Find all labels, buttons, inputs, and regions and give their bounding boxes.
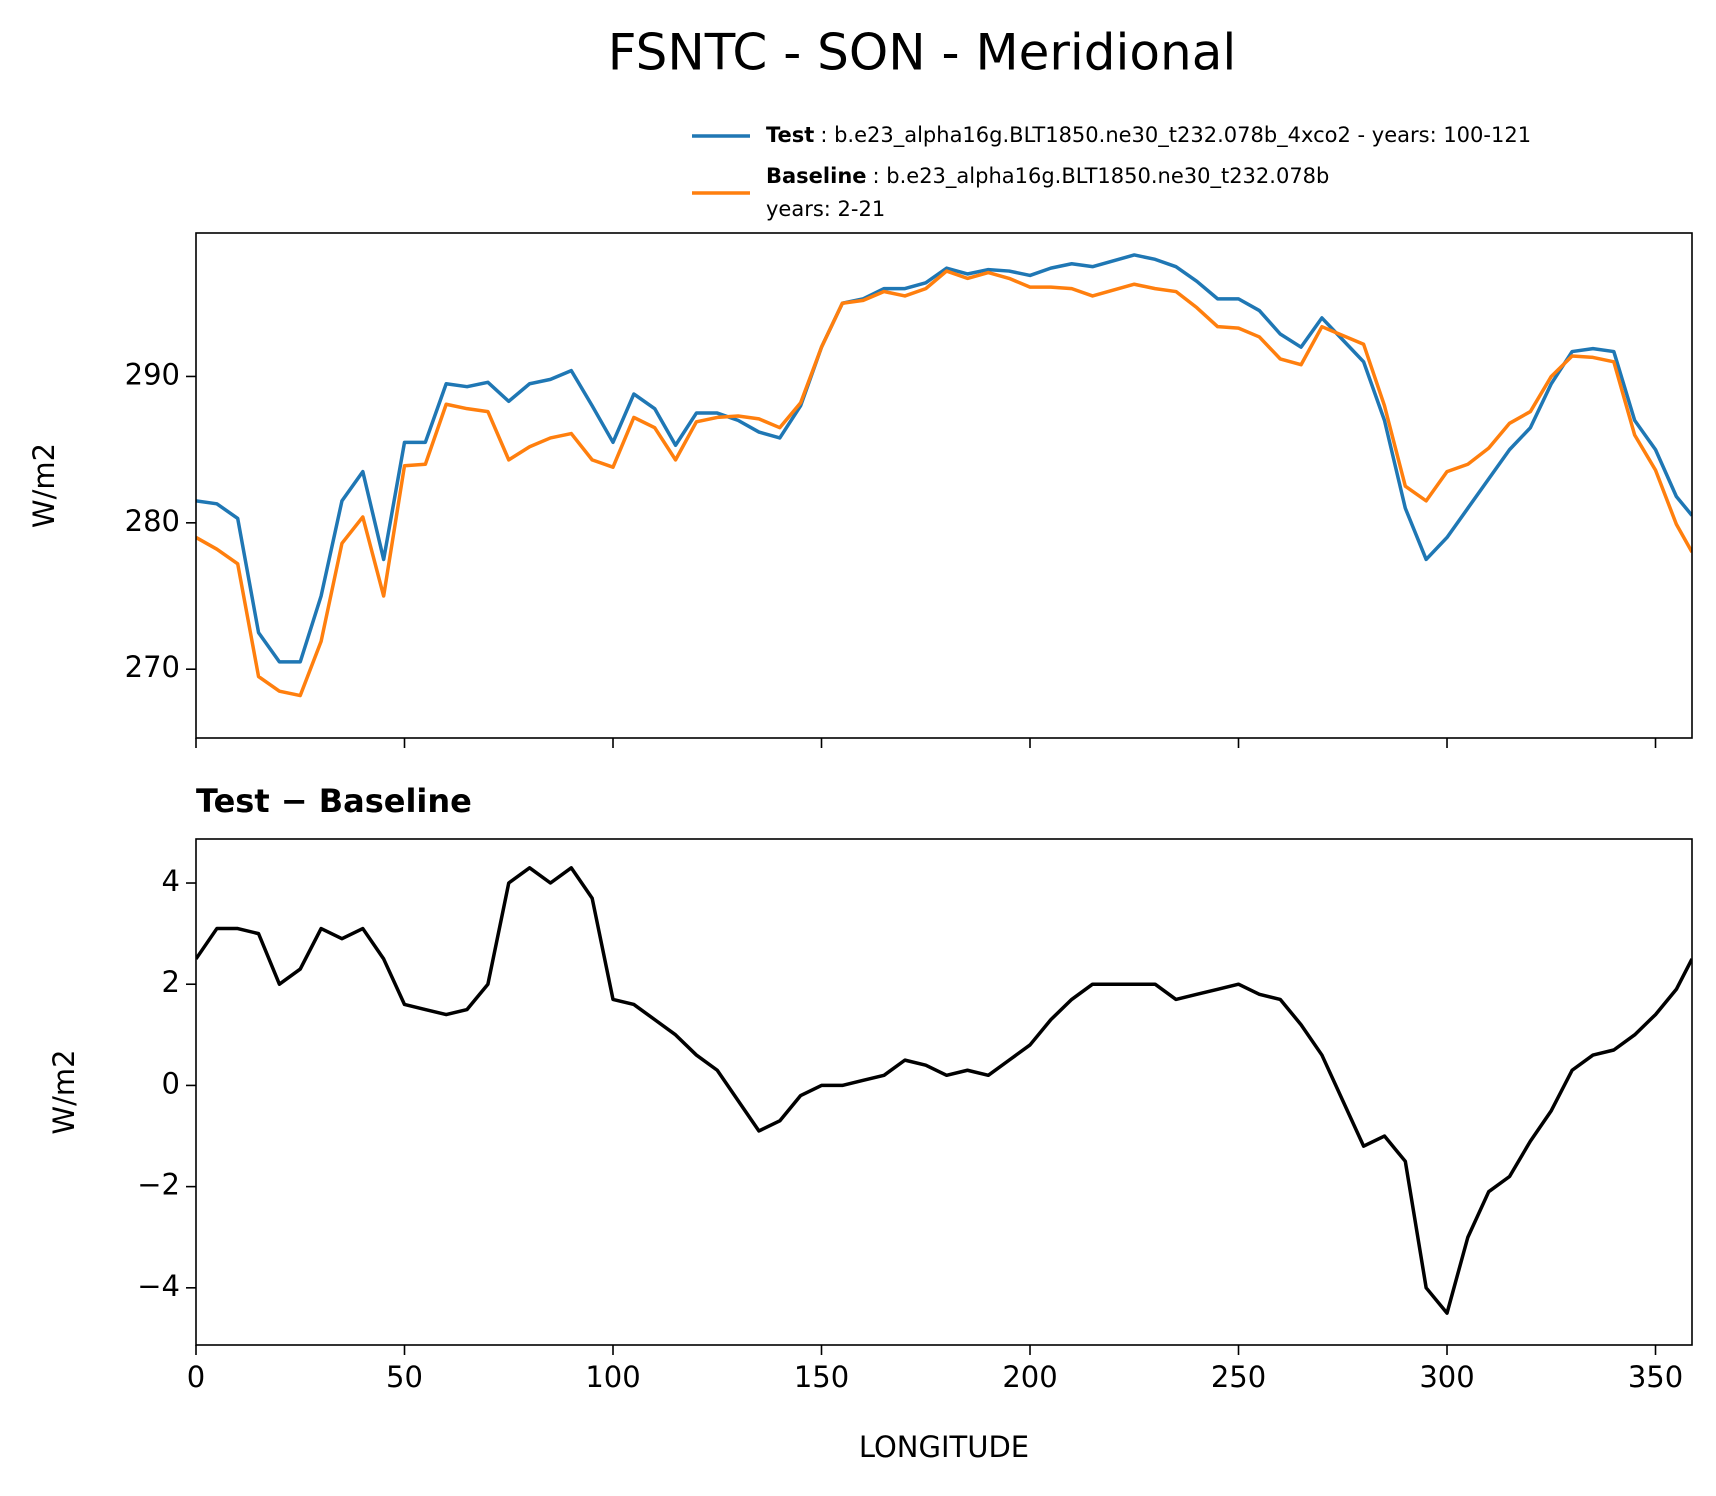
legend-description: : b.e23_alpha16g.BLT1850.ne30_t232.078b	[873, 164, 1330, 189]
x-tick-label: 200	[1002, 1360, 1057, 1394]
plot-area	[196, 866, 1692, 1315]
x-tick-label: 100	[585, 1360, 640, 1394]
y-tick-label: 290	[125, 357, 180, 391]
legend-label: Test: b.e23_alpha16g.BLT1850.ne30_t232.0…	[766, 123, 1531, 148]
y-axis-label: W/m2	[47, 1049, 81, 1134]
x-tick-label: 350	[1628, 1360, 1683, 1394]
y-tick-label: 280	[125, 504, 180, 538]
series-line	[196, 269, 1692, 698]
y-tick-label: 0	[162, 1066, 180, 1100]
x-tick-label: 150	[794, 1360, 849, 1394]
x-tick-label: 50	[386, 1360, 423, 1394]
y-tick-label: 2	[162, 965, 180, 999]
axes-frame	[195, 838, 1693, 1346]
x-tick-label: 0	[187, 1360, 205, 1394]
legend-description: years: 2-21	[766, 197, 885, 221]
y-tick-label: 4	[162, 864, 180, 898]
y-axis-label: W/m2	[27, 443, 61, 528]
y-tick-label: 270	[125, 650, 180, 684]
y-tick-label: −2	[137, 1168, 180, 1202]
figure-title: FSNTC - SON - Meridional	[608, 24, 1237, 82]
y-tick-label: −4	[137, 1269, 180, 1303]
legend-name: Baseline	[766, 164, 867, 188]
legend-description: : b.e23_alpha16g.BLT1850.ne30_t232.078b_…	[820, 123, 1531, 148]
plot-area	[196, 253, 1692, 698]
axes-frame	[195, 232, 1693, 739]
x-tick-label: 300	[1419, 1360, 1474, 1394]
x-axis-label: LONGITUDE	[859, 1430, 1029, 1464]
panel-title: Test − Baseline	[196, 782, 472, 820]
legend-label: Baseline: b.e23_alpha16g.BLT1850.ne30_t2…	[766, 164, 1329, 189]
series-line	[196, 866, 1692, 1315]
legend-name: Test	[766, 123, 814, 147]
series-line	[196, 253, 1692, 664]
x-tick-label: 250	[1211, 1360, 1266, 1394]
